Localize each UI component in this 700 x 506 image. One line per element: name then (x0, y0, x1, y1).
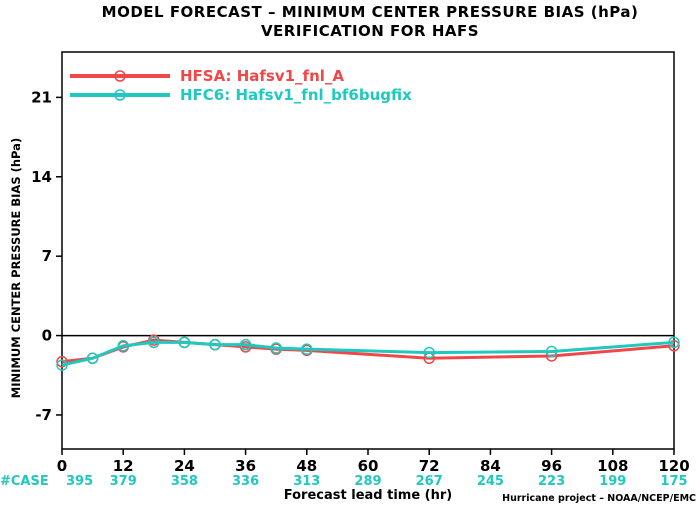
data-point (545, 345, 558, 358)
data-point (117, 340, 129, 352)
legend-label: HFC6: Hafsv1_fnl_bf6bugfix (180, 86, 412, 104)
y-tick-label: 0 (42, 327, 52, 345)
legend-swatch-marker (114, 70, 126, 82)
plot-frame (61, 51, 675, 450)
chart-subtitle: VERIFICATION FOR HAFS (261, 22, 479, 40)
data-point (209, 338, 221, 351)
case-count: 379 (110, 474, 137, 489)
case-count: 223 (538, 474, 565, 489)
case-count: 336 (232, 474, 259, 489)
x-tick-label: 96 (541, 457, 562, 475)
x-axis-label: Forecast lead time (hr) (284, 488, 452, 503)
x-tick-label: 108 (597, 457, 628, 475)
data-point (668, 340, 680, 352)
data-point (56, 359, 68, 371)
x-tick-label: 24 (174, 457, 195, 475)
case-counts: #CASE 395 379 358 336 313 289 267 245 223 199 175 (0, 474, 688, 489)
data-point (423, 346, 435, 359)
data-point (668, 336, 680, 349)
x-tick-label: 48 (296, 457, 317, 475)
data-point (86, 352, 99, 365)
x-tick-label: 36 (235, 457, 256, 475)
case-count: 175 (660, 474, 687, 489)
y-tick-label: 14 (31, 168, 52, 186)
x-tick-label: 72 (419, 457, 440, 475)
data-point (301, 343, 313, 355)
x-tick-label: 84 (480, 457, 501, 475)
case-count: 358 (171, 474, 198, 489)
y-tick-label: 21 (31, 88, 52, 106)
case-count: 245 (477, 474, 504, 489)
x-tick-label: 120 (658, 457, 689, 475)
data-point (178, 336, 191, 349)
y-axis-label: MINIMUM CENTER PRESSURE BIAS (hPa) (9, 138, 23, 398)
legend-label: HFSA: Hafsv1_fnl_A (180, 67, 344, 85)
x-tick-label: 0 (57, 457, 67, 475)
case-count: 267 (416, 474, 443, 489)
data-point (270, 342, 282, 354)
data-point (148, 336, 160, 349)
case-count: 313 (293, 474, 320, 489)
series-group (56, 334, 680, 371)
y-tick-label: 7 (42, 247, 52, 265)
chart-title: MODEL FORECAST – MINIMUM CENTER PRESSURE… (102, 3, 639, 21)
x-axis-ticks: 0 12 24 36 48 60 72 84 96 108 120 (57, 449, 690, 475)
y-tick-label: -7 (35, 406, 52, 424)
case-count: 395 (66, 474, 93, 489)
legend-swatch-marker (114, 89, 126, 101)
case-label: #CASE (0, 474, 49, 489)
case-count: 289 (354, 474, 381, 489)
y-axis-ticks: -7 0 7 14 21 (31, 88, 62, 424)
data-point (239, 338, 252, 351)
x-tick-label: 60 (358, 457, 379, 475)
credit-text: Hurricane project – NOAA/NCEP/EMC (502, 493, 696, 504)
x-tick-label: 12 (113, 457, 134, 475)
data-point (56, 355, 68, 368)
case-count: 199 (599, 474, 626, 489)
